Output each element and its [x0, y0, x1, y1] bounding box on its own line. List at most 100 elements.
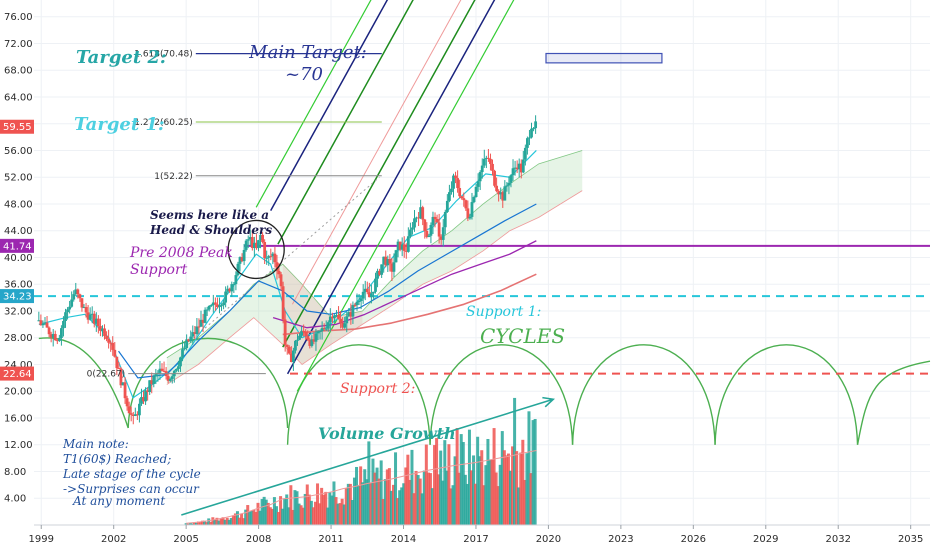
volume-bar [387, 468, 391, 525]
volume-bar [402, 483, 406, 525]
volume-bar [498, 464, 502, 525]
candle-body [505, 185, 509, 187]
volume-bar [299, 505, 303, 525]
candle-body [99, 326, 102, 331]
volume-bar [412, 493, 416, 525]
volume-bar [320, 487, 324, 525]
candle-body [160, 368, 164, 371]
candle-body [374, 278, 377, 292]
candle-body [148, 380, 152, 392]
candle-body [519, 163, 523, 173]
candle-body [433, 216, 437, 219]
candle-body [528, 137, 531, 139]
candle-body [150, 380, 154, 385]
candle-body [411, 227, 414, 230]
volume-bar [352, 477, 356, 525]
volume-bar [414, 470, 418, 525]
volume-bar [531, 420, 535, 525]
candle-body [419, 207, 423, 219]
volume-bar [225, 517, 229, 525]
y-tick-label: 44.00 [4, 226, 33, 237]
candle-body [392, 262, 396, 272]
candle-body [90, 313, 94, 315]
head-shoulders-line2: Head & Shoulders [149, 223, 272, 237]
main-target-line1: Main Target: [248, 42, 367, 63]
pitchfork-line [286, 0, 496, 375]
candle-body [209, 305, 213, 307]
volume-bar [203, 520, 207, 525]
candle-body [94, 318, 98, 324]
candle-body [193, 332, 197, 334]
volume-bar [223, 519, 227, 525]
volume-bar [184, 523, 188, 525]
candle-body [123, 382, 127, 399]
volume-bar [244, 509, 248, 525]
volume-bar [238, 517, 242, 525]
candle-body [357, 301, 361, 303]
volume-ma [186, 450, 537, 524]
volume-bar [287, 507, 291, 525]
volume-bar [215, 517, 219, 525]
price-tag-label: 22.64 [3, 369, 32, 380]
candle-body [423, 219, 427, 231]
candle-body [328, 316, 332, 323]
volume-bar [334, 497, 338, 525]
volume-bar [186, 523, 190, 525]
candle-body [466, 208, 470, 219]
candle-body [162, 370, 166, 372]
volume-bar [361, 482, 365, 525]
candle-body [289, 353, 293, 363]
pitchfork-line [270, 0, 389, 212]
candle-body [84, 307, 88, 313]
price-tag: 41.74 [0, 238, 34, 253]
volume-bar [229, 518, 233, 525]
candle-body [211, 302, 215, 306]
candle-body [127, 406, 131, 414]
note-line-1: Main note: [62, 437, 129, 451]
volume-bar [297, 503, 301, 525]
candle-body [482, 158, 486, 166]
volume-bar [365, 479, 369, 525]
candle-body [82, 307, 86, 309]
candle-body [74, 289, 78, 295]
candle-body [252, 242, 256, 248]
pitchfork-line [282, 0, 476, 348]
volume-bar [248, 511, 252, 525]
candle-body [507, 182, 511, 186]
y-tick-label: 20.00 [4, 387, 33, 398]
volume-bar [391, 484, 395, 525]
candle-body [146, 390, 150, 392]
y-tick-label: 40.00 [4, 253, 33, 264]
candle-body [497, 191, 501, 195]
candle-body [388, 259, 392, 264]
volume-bar [221, 517, 225, 525]
volume-bars [184, 397, 537, 525]
candle-body [320, 328, 324, 332]
volume-bar [262, 496, 266, 525]
volume-bar [359, 466, 363, 525]
pitchfork-line [277, 0, 414, 245]
volume-growth-arrowhead [542, 396, 556, 408]
candle-body [158, 368, 162, 373]
candle-body [47, 327, 51, 335]
y-tick-label: 24.00 [4, 360, 33, 371]
candle-body [363, 288, 367, 292]
volume-bar [369, 483, 373, 525]
volume-bar [270, 508, 274, 525]
volume-bar [295, 491, 299, 525]
candle-body [60, 328, 63, 338]
volume-bar [301, 507, 305, 525]
candle-body [236, 263, 240, 276]
volume-bar [363, 469, 367, 525]
candle-body [489, 158, 492, 164]
volume-bar [451, 485, 455, 525]
volume-bar [379, 460, 383, 525]
volume-bar [461, 442, 465, 525]
volume-bar [371, 458, 375, 525]
candle-body [283, 319, 287, 345]
price-tag: 34.23 [0, 289, 34, 304]
candle-body [285, 344, 289, 347]
candle-body [300, 330, 303, 336]
volume-bar [277, 512, 281, 525]
candle-body [450, 188, 453, 193]
